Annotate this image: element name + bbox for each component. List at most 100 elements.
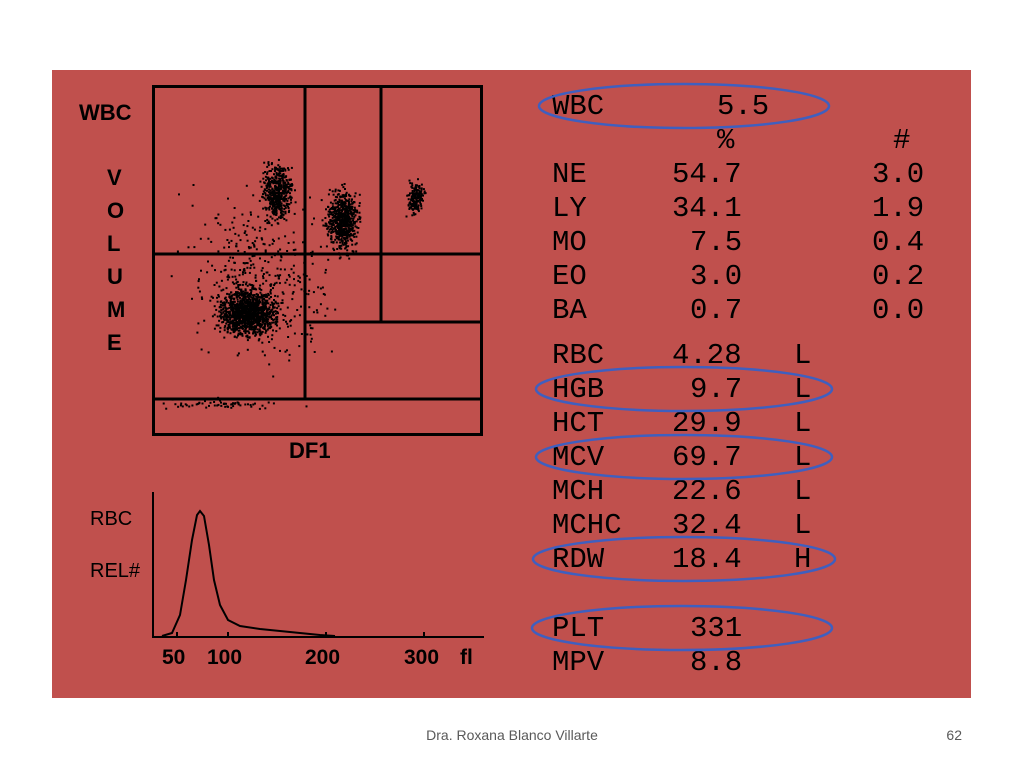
scatter-dot <box>411 186 414 189</box>
scatter-dot <box>271 194 274 197</box>
scatter-dot <box>235 310 238 313</box>
scatter-dot <box>412 211 415 214</box>
scatter-dot <box>162 402 165 405</box>
scatter-dot <box>231 321 234 324</box>
scatter-dot <box>246 334 249 337</box>
scatter-dot <box>341 214 344 217</box>
scatter-dot <box>347 216 350 219</box>
scatter-dot <box>259 319 262 322</box>
scatter-dot <box>258 324 261 327</box>
scatter-y-letter-m: M <box>107 297 126 322</box>
scatter-dot <box>292 249 295 252</box>
scatter-dot <box>249 404 252 406</box>
scatter-dot <box>343 197 346 200</box>
red-name: HCT <box>552 407 605 440</box>
scatter-y-letter-e: E <box>107 330 122 355</box>
scatter-dot <box>237 329 240 332</box>
scatter-dot <box>250 324 253 327</box>
scatter-dot <box>237 288 240 291</box>
scatter-dot <box>313 351 316 353</box>
scatter-dot <box>266 165 269 168</box>
scatter-dot <box>226 292 229 295</box>
scatter-dot <box>357 218 359 221</box>
scatter-dot <box>290 319 293 322</box>
scatter-dot <box>268 321 271 324</box>
scatter-dot <box>230 302 233 304</box>
scatter-dot <box>324 314 327 317</box>
scatter-dot <box>419 199 422 202</box>
red-value: 4.28 <box>672 339 742 372</box>
scatter-dot <box>336 196 339 199</box>
scatter-dot <box>264 249 267 252</box>
red-name: MCHC <box>552 509 622 542</box>
scatter-dot <box>328 188 331 191</box>
scatter-dot <box>233 318 236 321</box>
scatter-dot <box>245 312 248 315</box>
scatter-dot <box>270 325 273 328</box>
scatter-dot <box>300 288 303 291</box>
scatter-dot <box>277 202 280 205</box>
scatter-dot <box>232 297 235 300</box>
highlight-ellipse-mcv <box>534 433 834 481</box>
scatter-dot <box>271 205 274 208</box>
scatter-dot <box>279 349 281 352</box>
scatter-dot <box>274 219 277 222</box>
scatter-dot <box>247 300 250 303</box>
scatter-dot <box>239 301 242 304</box>
scatter-dot <box>345 254 348 257</box>
scatter-dot <box>278 177 281 180</box>
scatter-dot <box>250 306 253 309</box>
scatter-dot <box>329 211 332 213</box>
diff-name: MO <box>552 226 587 259</box>
scatter-dot <box>268 182 271 185</box>
scatter-dot <box>286 250 289 252</box>
scatter-dot <box>269 185 272 188</box>
scatter-dot <box>278 216 280 219</box>
scatter-dot <box>327 258 330 261</box>
scatter-dot <box>252 299 254 302</box>
scatter-dot <box>237 310 240 313</box>
scatter-dot <box>247 317 250 320</box>
scatter-dot <box>255 333 258 336</box>
scatter-dot <box>210 240 213 243</box>
scatter-dot <box>283 208 286 210</box>
scatter-dot <box>328 222 331 225</box>
scatter-dot <box>329 220 332 223</box>
scatter-dot <box>251 321 254 323</box>
scatter-dot <box>249 313 252 316</box>
scatter-dot <box>249 292 252 295</box>
scatter-dot <box>280 177 283 180</box>
scatter-dot <box>268 170 271 172</box>
scatter-dot <box>201 402 204 405</box>
scatter-dot <box>342 243 345 246</box>
scatter-dot <box>284 281 287 284</box>
scatter-dot <box>234 313 237 315</box>
scatter-dot <box>413 187 416 190</box>
scatter-dot <box>253 294 256 296</box>
scatter-dot <box>334 208 336 211</box>
scatter-dot <box>342 206 345 209</box>
scatter-dot <box>324 271 327 274</box>
scatter-dot <box>237 332 240 335</box>
scatter-dot <box>339 220 342 223</box>
scatter-dot <box>236 292 239 295</box>
scatter-dot <box>418 187 421 190</box>
scatter-dot <box>351 215 354 217</box>
scatter-dot <box>271 198 274 201</box>
scatter-dot <box>235 245 238 248</box>
header-absolute: # <box>893 124 911 157</box>
scatter-dot <box>339 229 342 232</box>
scatter-dot <box>353 232 356 235</box>
scatter-dot <box>219 311 222 314</box>
scatter-dot <box>242 290 245 293</box>
scatter-dot <box>256 315 259 318</box>
scatter-dot <box>261 315 264 318</box>
scatter-dot <box>293 315 296 318</box>
scatter-dot <box>350 217 353 220</box>
scatter-dot <box>341 183 344 186</box>
scatter-dot <box>294 201 297 204</box>
red-name: MCH <box>552 475 605 508</box>
scatter-dot <box>271 217 274 220</box>
scatter-dot <box>332 207 335 210</box>
scatter-dot <box>422 194 424 197</box>
